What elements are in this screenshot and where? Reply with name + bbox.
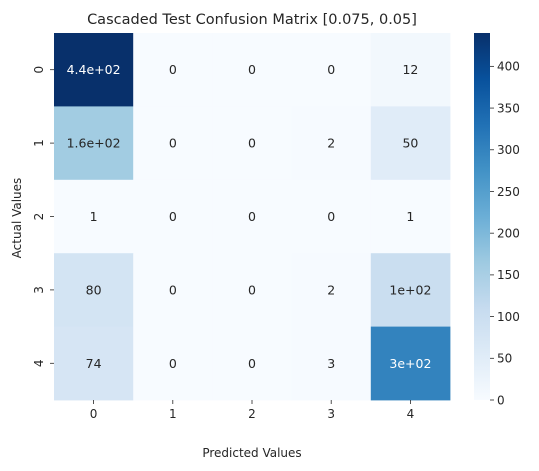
heatmap-cell <box>370 326 451 401</box>
cell-value-label: 0 <box>169 136 177 151</box>
cell-value-label: 0 <box>169 356 177 371</box>
cell-value-label: 0 <box>248 209 256 224</box>
cell-value-label: 0 <box>248 62 256 77</box>
colorbar-tick-label: 0 <box>497 393 505 407</box>
cell-value-label: 3 <box>327 356 335 371</box>
heatmap-cells <box>54 33 451 401</box>
x-axis-label: Predicted Values <box>202 446 301 460</box>
heatmap-cell <box>291 106 372 181</box>
heatmap-cell <box>133 253 213 327</box>
x-tick-label: 0 <box>90 407 98 421</box>
x-tick-label: 1 <box>169 407 177 421</box>
heatmap-cell <box>212 33 292 107</box>
cell-value-label: 12 <box>402 62 418 77</box>
y-tick-label: 3 <box>32 286 46 294</box>
cell-value-label: 1 <box>406 209 414 224</box>
y-axis-ticks: 0 1 2 3 4 <box>32 66 54 367</box>
cell-value-label: 1.6e+02 <box>67 136 121 151</box>
heatmap-cell <box>54 253 134 327</box>
cell-value-label: 3e+02 <box>389 356 431 371</box>
heatmap-cell <box>212 253 292 327</box>
cell-value-label: 2 <box>327 282 335 297</box>
colorbar-tick-label: 50 <box>497 352 512 366</box>
cell-value-label: 80 <box>86 282 102 297</box>
cell-value-label: 1 <box>90 209 98 224</box>
cell-value-label: 2 <box>327 136 335 151</box>
heatmap-cell <box>370 106 451 181</box>
cell-value-label: 50 <box>402 136 418 151</box>
cell-value-label: 0 <box>248 356 256 371</box>
heatmap-cell <box>212 106 292 181</box>
heatmap-cell <box>291 253 372 327</box>
cell-value-label: 0 <box>248 282 256 297</box>
heatmap-cell <box>133 326 213 401</box>
y-tick-label: 2 <box>32 213 46 221</box>
heatmap-cell-labels: 4.4e+02 0 0 0 12 1.6e+02 0 0 2 50 1 0 0 0 1 80 0 0 2 1e+02 7… <box>67 62 432 371</box>
colorbar-ticks: 0 50 100 150 200 250 300 350 400 <box>490 60 520 407</box>
heatmap-cell <box>291 33 372 107</box>
colorbar-tick-label: 150 <box>497 268 520 282</box>
heatmap-cell <box>370 253 451 327</box>
x-tick-label: 2 <box>248 407 256 421</box>
heatmap-cell <box>54 179 134 254</box>
y-tick-label: 4 <box>32 359 46 367</box>
cell-value-label: 0 <box>327 209 335 224</box>
cell-value-label: 0 <box>248 136 256 151</box>
heatmap-cell <box>133 33 213 107</box>
x-tick-label: 4 <box>407 407 415 421</box>
heatmap-cell <box>54 33 134 107</box>
x-tick-label: 3 <box>327 407 335 421</box>
heatmap-cell <box>133 179 213 254</box>
cell-value-label: 4.4e+02 <box>67 62 121 77</box>
heatmap-cell <box>291 179 372 254</box>
cell-value-label: 0 <box>169 282 177 297</box>
x-axis-ticks: 0 1 2 3 4 <box>90 400 414 421</box>
heatmap-cell <box>370 33 451 107</box>
colorbar-tick-label: 200 <box>497 226 520 240</box>
colorbar <box>474 33 490 400</box>
y-tick-label: 1 <box>32 139 46 147</box>
colorbar-tick-label: 350 <box>497 101 520 115</box>
cell-value-label: 1e+02 <box>389 282 431 297</box>
heatmap-cell <box>212 326 292 401</box>
y-tick-label: 0 <box>32 66 46 74</box>
colorbar-tick-label: 300 <box>497 143 520 157</box>
heatmap-cell <box>54 106 134 181</box>
heatmap-cell <box>370 179 451 254</box>
chart-title: Cascaded Test Confusion Matrix [0.075, 0… <box>87 12 417 28</box>
cell-value-label: 0 <box>169 62 177 77</box>
y-axis-label: Actual Values <box>10 178 24 259</box>
colorbar-tick-label: 400 <box>497 60 520 74</box>
colorbar-tick-label: 100 <box>497 310 520 324</box>
cell-value-label: 0 <box>327 62 335 77</box>
colorbar-tick-label: 250 <box>497 185 520 199</box>
heatmap-cell <box>212 179 292 254</box>
heatmap-cell <box>291 326 372 401</box>
cell-value-label: 0 <box>169 209 177 224</box>
cell-value-label: 74 <box>86 356 102 371</box>
heatmap-cell <box>133 106 213 181</box>
heatmap-cell <box>54 326 134 401</box>
